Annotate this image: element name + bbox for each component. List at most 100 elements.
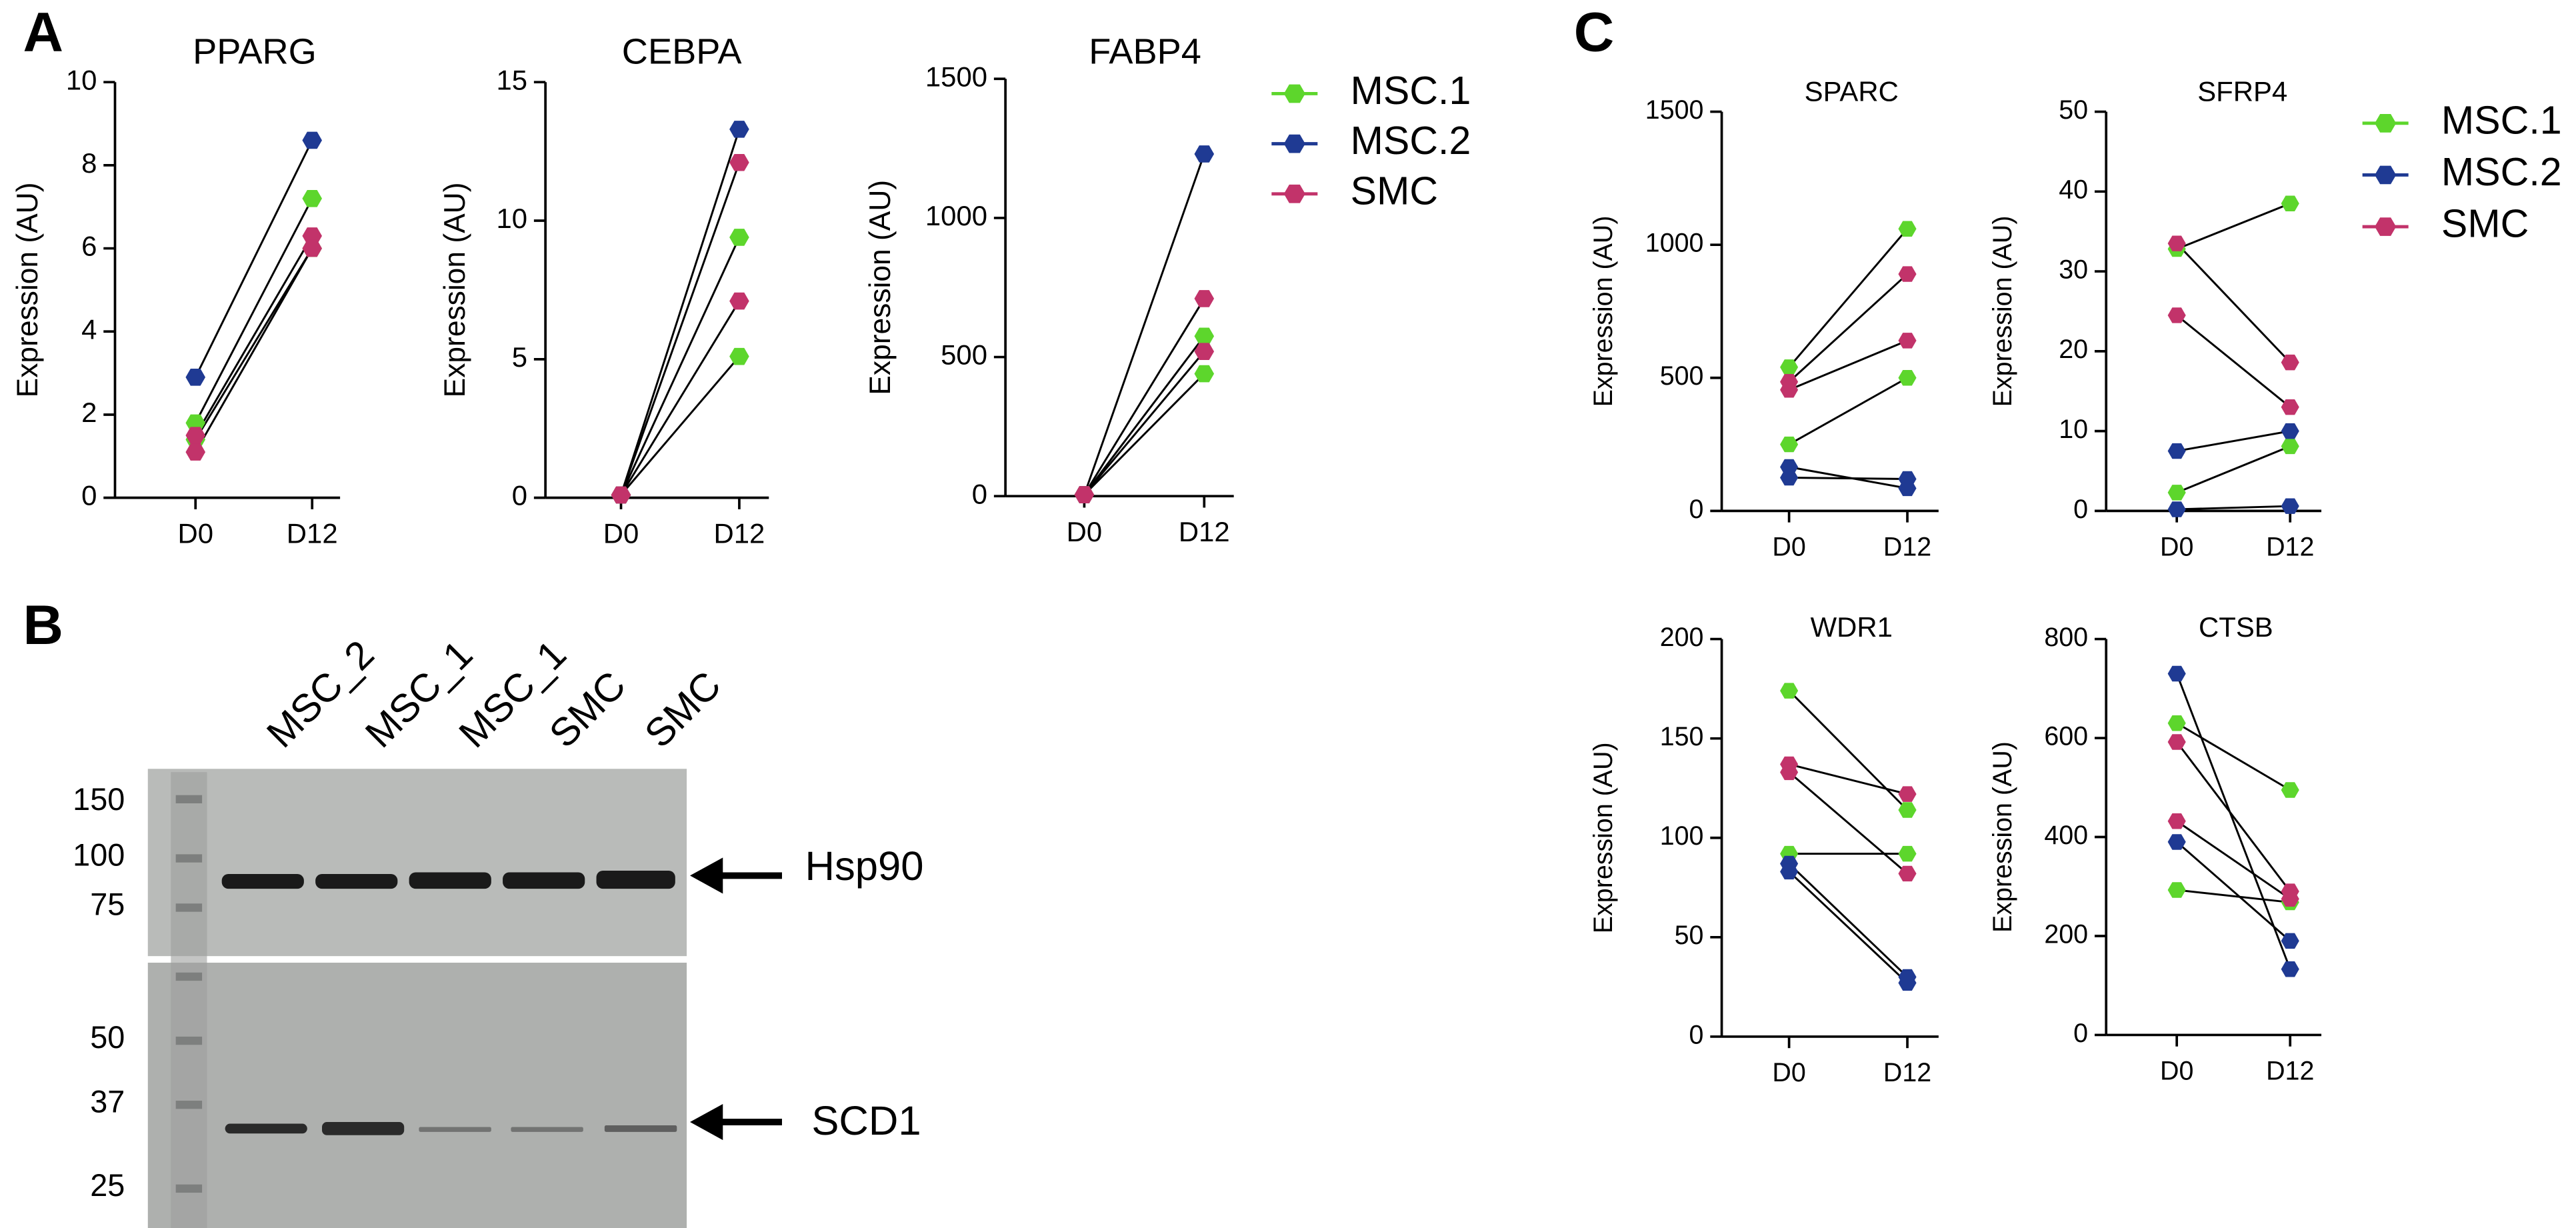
- point: [729, 229, 749, 246]
- pair-line: [1788, 690, 1909, 811]
- point: [1898, 266, 1917, 282]
- x-tick-label: D0: [177, 517, 213, 549]
- blot-membrane: [147, 769, 687, 957]
- blot: Hsp90 SCD1: [147, 769, 924, 1228]
- legend-marker: [2375, 217, 2397, 236]
- arrows: [690, 857, 782, 1141]
- point: [2167, 715, 2186, 731]
- pair-line: [1083, 298, 1205, 495]
- point: [729, 347, 749, 365]
- ladder-label: 100: [73, 838, 125, 873]
- band-label: SCD1: [811, 1098, 921, 1144]
- y-axis-label: Expression (AU): [1988, 741, 2017, 933]
- pair-line: [1788, 228, 1909, 368]
- point: [302, 131, 322, 149]
- panel-label: A: [23, 0, 63, 63]
- y-tick-label: 10: [496, 203, 527, 234]
- point: [1780, 863, 1799, 880]
- y-tick-label: 0: [1689, 495, 1704, 524]
- lane-label: MSC_2: [258, 631, 383, 756]
- point: [2281, 782, 2299, 798]
- y-tick-label: 40: [2059, 175, 2088, 205]
- y-tick-label: 600: [2044, 721, 2088, 751]
- point: [2167, 665, 2186, 682]
- y-tick-label: 50: [1675, 921, 1704, 950]
- pair-line: [1083, 335, 1205, 495]
- point: [2167, 501, 2186, 517]
- y-tick-label: 500: [941, 339, 987, 371]
- point: [2167, 443, 2186, 459]
- y-axis-label: Expression (AU): [1988, 216, 2017, 407]
- point: [2281, 438, 2299, 455]
- point: [2281, 195, 2299, 212]
- chart: SFRP4 Expression (AU) 0 10 20 30 40 50 D0 D12 MSC.…: [1988, 76, 2562, 562]
- point: [2281, 933, 2299, 949]
- x-tick-label: D12: [2266, 532, 2314, 561]
- pair-line: [2176, 445, 2291, 494]
- point: [2281, 354, 2299, 371]
- y-axis-label: Expression (AU): [439, 183, 471, 398]
- x-tick-label: D12: [714, 517, 765, 549]
- pair-line: [1083, 351, 1205, 496]
- point: [2281, 891, 2299, 907]
- y-tick-label: 1000: [1645, 229, 1704, 258]
- ladder-label: 37: [90, 1084, 125, 1119]
- scd1-bands: [225, 1122, 677, 1135]
- pair-line: [2176, 243, 2291, 363]
- point: [302, 239, 322, 257]
- y-tick-label: 1000: [925, 200, 987, 231]
- point: [1780, 382, 1799, 398]
- ladder-lane: [171, 772, 207, 1228]
- legend-marker: [2375, 113, 2397, 133]
- pair-line: [1789, 476, 1908, 480]
- legend-marker: [1283, 134, 1305, 153]
- point: [1898, 221, 1917, 237]
- chart: PPARG Expression (AU) 0 2 4 6 8 10 D0 D12: [11, 32, 341, 549]
- chart-title: CEBPA: [622, 32, 743, 72]
- pair-line: [620, 355, 741, 496]
- point: [1780, 359, 1799, 375]
- lane-label: SMC: [636, 663, 729, 756]
- legend-label: MSC.2: [2441, 149, 2562, 194]
- point: [1898, 471, 1917, 487]
- lane-label: MSC_1: [357, 631, 481, 756]
- point: [2167, 235, 2186, 251]
- point: [1898, 786, 1917, 802]
- pair-line: [620, 300, 741, 496]
- ladder-label: 25: [90, 1168, 125, 1203]
- y-tick-label: 1500: [1645, 95, 1704, 125]
- y-tick-label: 20: [2059, 335, 2088, 364]
- pair-line: [1083, 153, 1205, 495]
- point: [2281, 423, 2299, 439]
- point: [1194, 365, 1215, 383]
- pair-line: [2176, 820, 2291, 900]
- y-tick-label: 2: [81, 397, 97, 428]
- ladder-label: 50: [90, 1020, 125, 1055]
- y-tick-label: 200: [1660, 623, 1704, 652]
- legend-marker: [2375, 165, 2397, 185]
- point: [2167, 813, 2186, 829]
- y-tick-label: 400: [2044, 821, 2088, 850]
- point: [1074, 486, 1095, 503]
- point: [2281, 961, 2299, 977]
- point: [2281, 498, 2299, 514]
- chart: WDR1 Expression (AU) 0 50 100 150 200 D0 D12: [1589, 611, 1939, 1087]
- pair-line: [2176, 202, 2291, 250]
- y-tick-label: 8: [81, 147, 97, 179]
- point: [729, 153, 749, 171]
- pair-line: [2177, 505, 2291, 511]
- pair-line: [2175, 673, 2291, 970]
- y-tick-label: 10: [66, 64, 97, 95]
- pair-line: [620, 162, 741, 495]
- chart-title: CTSB: [2199, 611, 2273, 643]
- pair-line: [1788, 871, 1909, 984]
- point: [1898, 865, 1917, 882]
- y-tick-label: 1500: [925, 61, 987, 92]
- y-tick-label: 0: [512, 480, 527, 511]
- pair-line: [194, 247, 313, 441]
- pair-line: [1789, 339, 1908, 391]
- pair-line: [194, 247, 313, 453]
- y-tick-label: 50: [2059, 95, 2088, 125]
- point: [1898, 370, 1917, 386]
